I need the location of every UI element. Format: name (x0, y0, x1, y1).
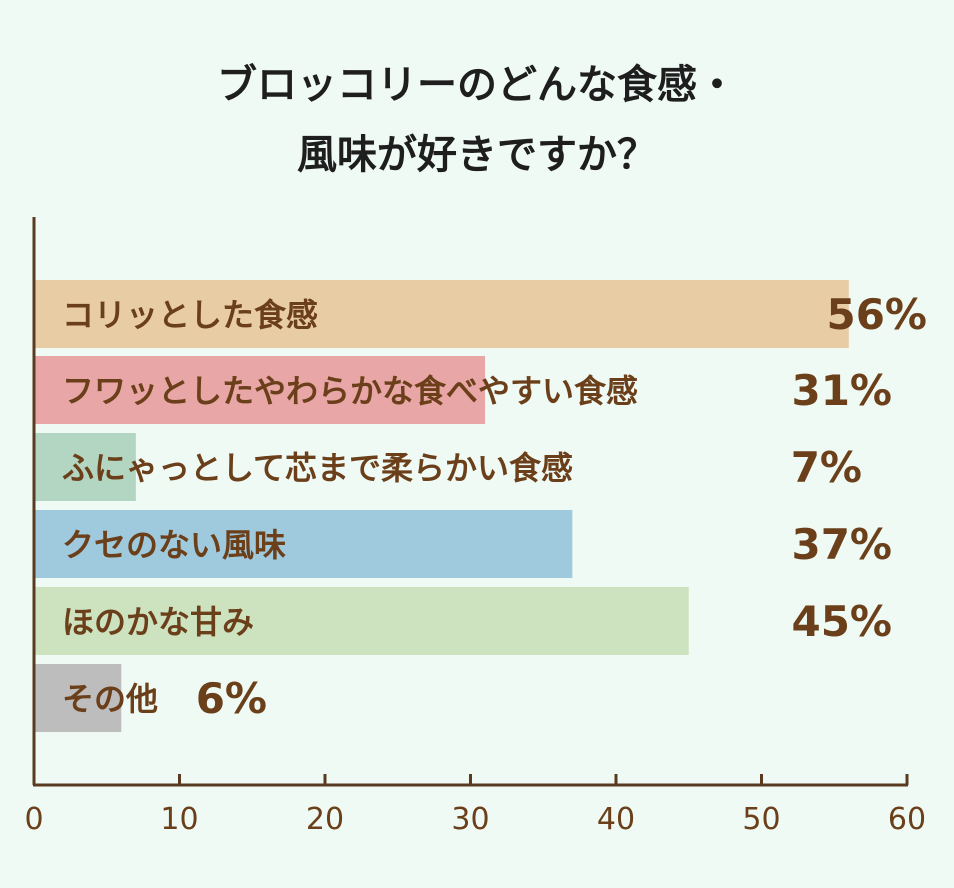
category-label: クセのない風味 (62, 526, 286, 564)
bar (34, 510, 573, 578)
category-label: ふにゃっとして芯まで柔らかい食感 (62, 449, 573, 487)
x-tick-label: 20 (306, 802, 344, 837)
category-label: その他 (62, 680, 158, 718)
x-tick-label: 10 (160, 802, 198, 837)
x-tick-label: 60 (888, 802, 926, 837)
value-label: 56% (826, 290, 927, 339)
chart-title-line-2: 風味が好きですか？ (297, 132, 657, 178)
value-label: 37% (791, 520, 892, 569)
category-label: フワッとしたやわらかな食べやすい食感 (62, 372, 638, 410)
value-label: 6% (196, 674, 267, 723)
chart-title-line-1: ブロッコリーのどんな食感・ (217, 62, 737, 108)
value-label: 31% (791, 366, 892, 415)
x-tick-label: 40 (597, 802, 635, 837)
x-tick-label: 50 (742, 802, 780, 837)
category-label: コリッとした食感 (62, 296, 318, 334)
bar (34, 664, 122, 732)
bar (34, 433, 136, 501)
bar (34, 280, 849, 348)
value-label: 7% (791, 443, 862, 492)
bar (34, 356, 486, 424)
value-label: 45% (791, 597, 892, 646)
x-tick-label: 0 (24, 802, 43, 837)
category-label: ほのかな甘み (62, 603, 254, 641)
bar (34, 587, 689, 655)
x-tick-label: 30 (451, 802, 489, 837)
